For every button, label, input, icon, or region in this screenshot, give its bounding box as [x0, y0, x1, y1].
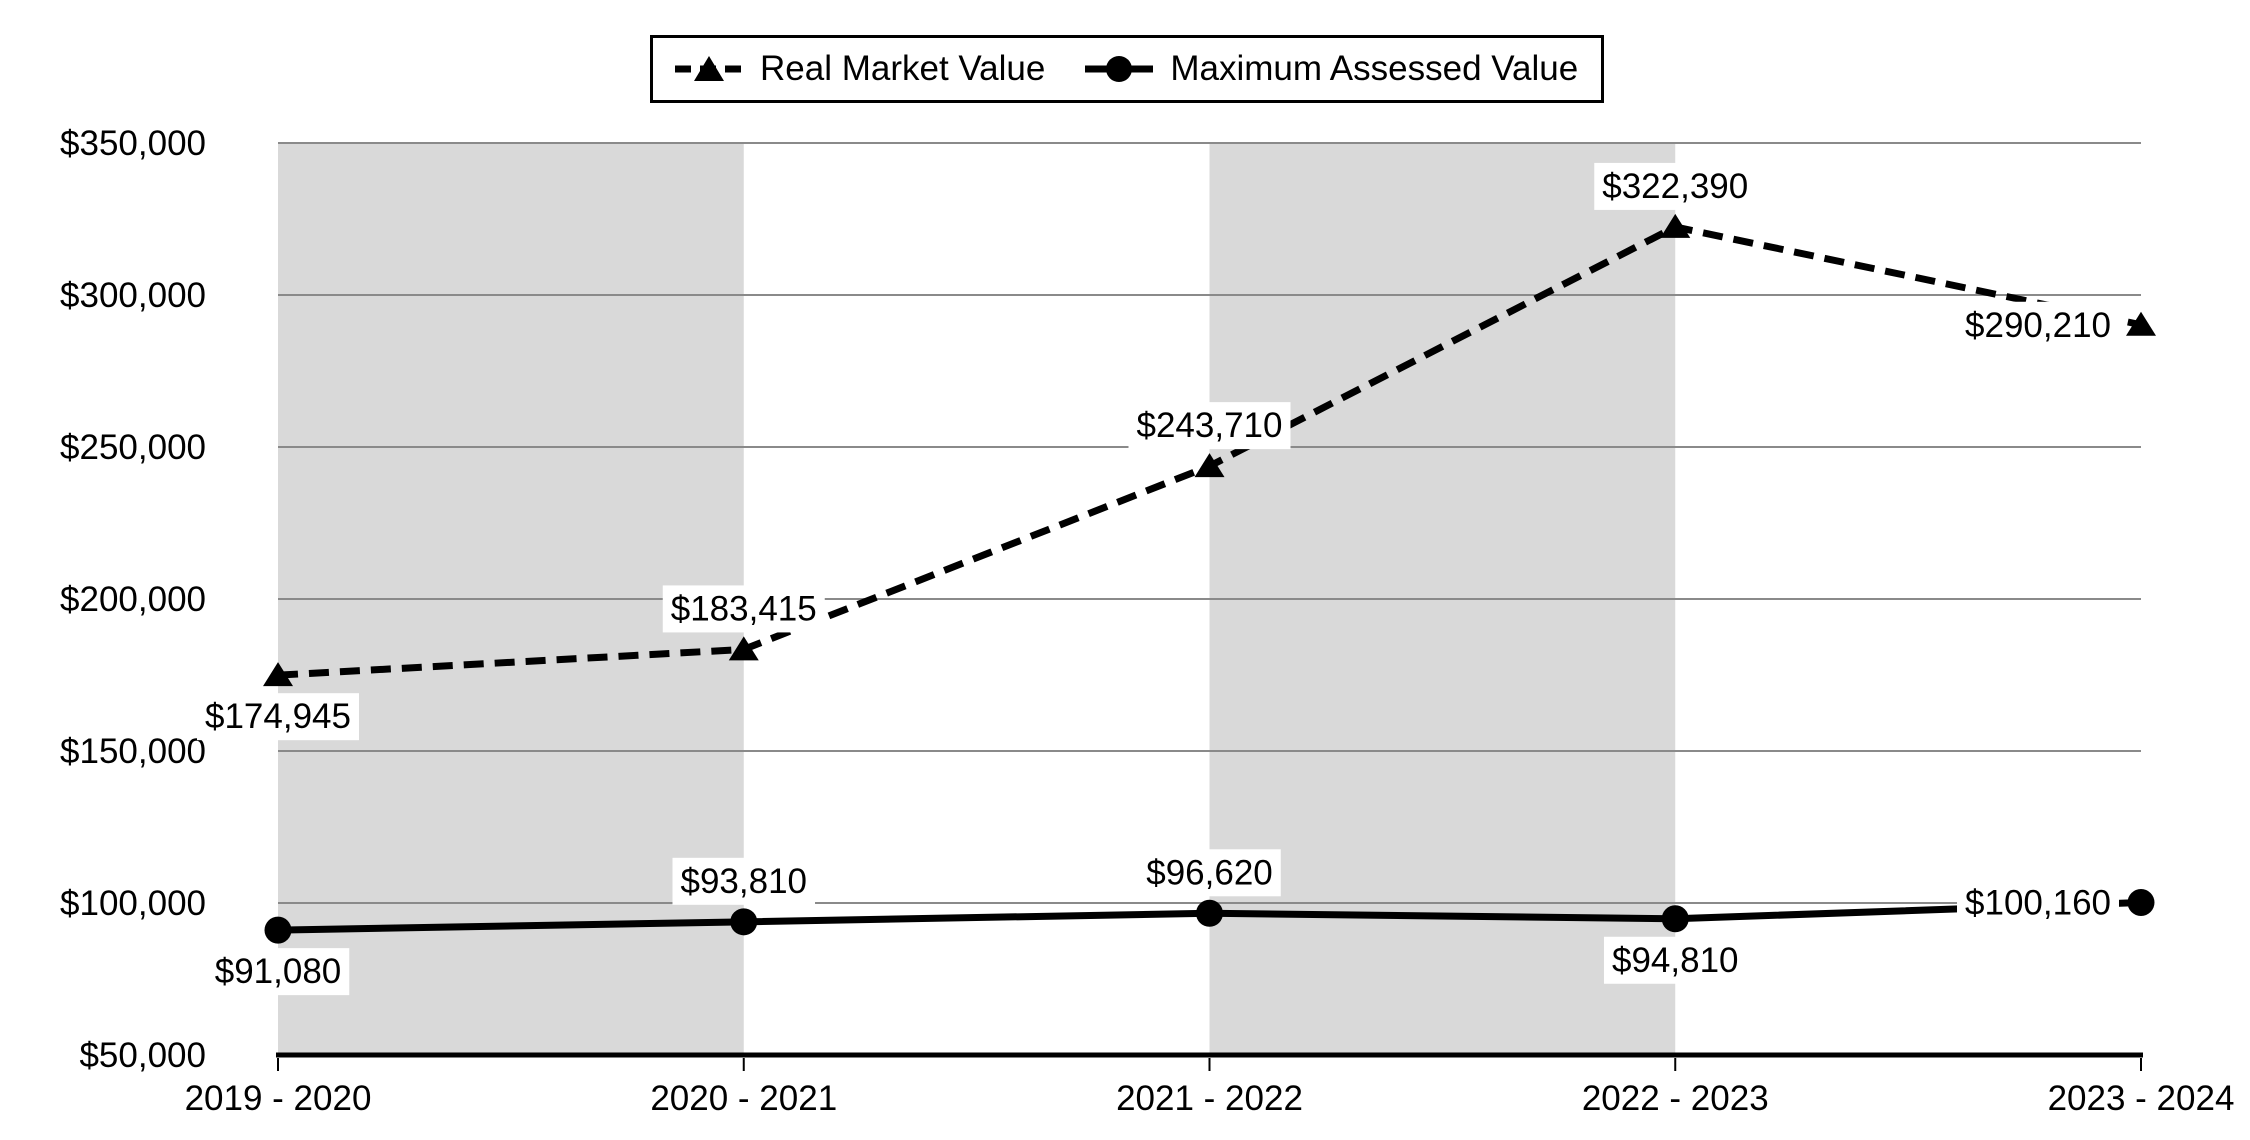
- legend-label-real-market-value: Real Market Value: [760, 49, 1046, 88]
- y-axis-tick-label: $300,000: [60, 276, 206, 315]
- data-label-background: [197, 693, 359, 741]
- data-label-background: [1957, 879, 2119, 927]
- data-label-background: [662, 585, 825, 633]
- y-axis-tick-label: $250,000: [60, 428, 206, 467]
- data-label-background: [1594, 162, 1757, 210]
- triangle-marker: [263, 662, 293, 687]
- solid-line-circle-marker-icon: [1085, 56, 1154, 82]
- triangle-marker: [2126, 311, 2156, 336]
- data-label-background: [1128, 402, 1291, 450]
- circle-marker: [1196, 899, 1223, 927]
- x-axis-tick-label: 2020 - 2021: [650, 1079, 837, 1118]
- triangle-marker: [1660, 213, 1691, 238]
- data-label: $94,810: [1612, 941, 1739, 980]
- data-label: $93,810: [680, 862, 807, 901]
- data-label: $100,160: [1965, 884, 2111, 923]
- x-axis-tick-label: 2019 - 2020: [185, 1079, 372, 1118]
- data-label: $96,620: [1146, 853, 1273, 892]
- y-axis-tick-label: $50,000: [79, 1036, 206, 1075]
- x-axis-tick-label: 2022 - 2023: [1582, 1079, 1769, 1118]
- data-label-background: [1957, 301, 2119, 349]
- chart-legend: Real Market Value Maximum Assessed Value: [650, 35, 1604, 103]
- triangle-marker: [1194, 453, 1225, 478]
- y-axis-tick-label: $150,000: [60, 732, 206, 771]
- legend-item-maximum-assessed-value: Maximum Assessed Value: [1085, 49, 1578, 89]
- dashed-line-triangle-marker-icon: [675, 56, 743, 81]
- data-label: $290,210: [1965, 306, 2111, 345]
- y-axis-tick-label: $200,000: [60, 580, 206, 619]
- data-label-background: [1138, 849, 1281, 897]
- data-label-background: [1603, 936, 1747, 984]
- x-axis-tick-label: 2023 - 2024: [2048, 1079, 2235, 1118]
- data-label-background: [206, 948, 350, 996]
- data-label: $322,390: [1602, 167, 1748, 206]
- data-label: $91,080: [215, 952, 342, 991]
- legend-label-maximum-assessed-value: Maximum Assessed Value: [1170, 49, 1579, 88]
- x-axis-tick-label: 2021 - 2022: [1116, 1079, 1303, 1118]
- circle-marker: [2127, 889, 2155, 917]
- y-axis-tick-label: $350,000: [60, 124, 206, 163]
- circle-marker: [264, 916, 292, 944]
- data-label: $174,945: [205, 697, 351, 736]
- triangle-marker: [728, 636, 759, 661]
- circle-marker: [1661, 905, 1689, 933]
- data-label: $243,710: [1137, 406, 1283, 445]
- legend-item-real-market-value: Real Market Value: [675, 49, 1045, 89]
- circle-marker: [730, 908, 758, 936]
- data-label-background: [672, 857, 816, 905]
- data-label: $183,415: [671, 589, 817, 628]
- y-axis-tick-label: $100,000: [60, 884, 206, 923]
